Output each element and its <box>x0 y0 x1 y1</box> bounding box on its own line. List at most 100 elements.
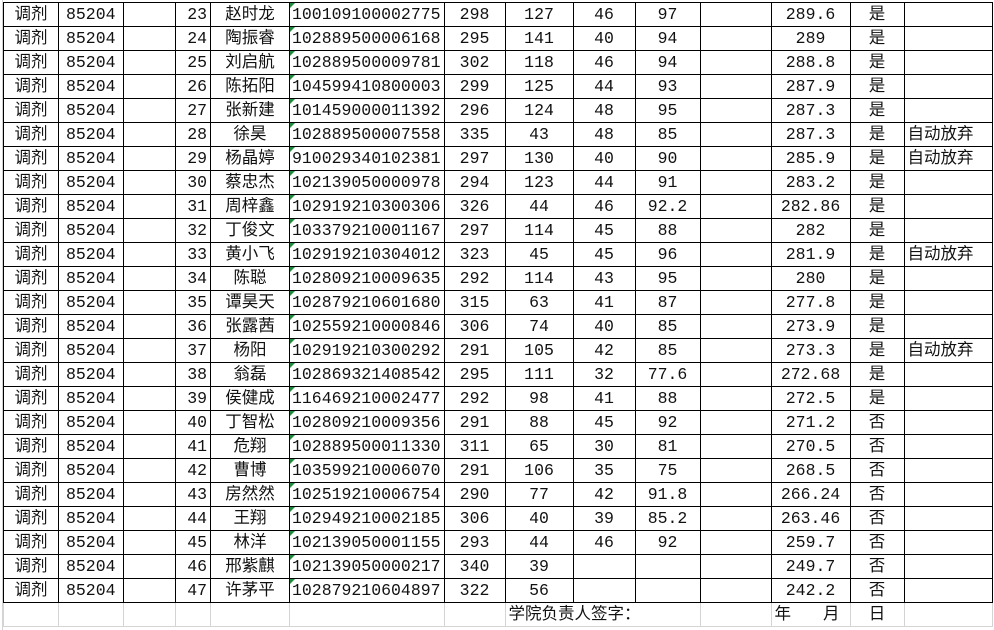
final-score-cell[interactable]: 273.9 <box>770 314 851 339</box>
subject-score-cell[interactable]: 91 <box>634 170 701 195</box>
subject-score-cell[interactable]: 42 <box>572 338 636 363</box>
total-score-cell[interactable]: 294 <box>443 170 506 195</box>
final-score-cell[interactable]: 288.8 <box>770 50 851 75</box>
seq-cell[interactable]: 24 <box>175 26 211 51</box>
subject-score-cell[interactable]: 43 <box>572 266 636 291</box>
final-score-cell[interactable]: 273.3 <box>770 338 851 363</box>
signature-label[interactable]: 学院负责人签字： <box>505 602 701 627</box>
year-label[interactable]: 年月 <box>770 602 851 627</box>
exam-id-cell[interactable]: 910029340102381 <box>289 146 445 171</box>
blank-cell[interactable] <box>699 434 772 459</box>
admitted-cell[interactable]: 是 <box>849 122 905 147</box>
final-score-cell[interactable]: 268.5 <box>770 458 851 483</box>
subject-score-cell[interactable]: 30 <box>572 434 636 459</box>
total-score-cell[interactable]: 335 <box>443 122 506 147</box>
blank-cell[interactable] <box>123 554 176 579</box>
exam-id-cell[interactable]: 104599410800003 <box>289 74 445 99</box>
final-score-cell[interactable]: 282 <box>770 218 851 243</box>
blank-cell[interactable] <box>699 50 772 75</box>
exam-id-cell[interactable]: 103379210001167 <box>289 218 445 243</box>
total-score-cell[interactable]: 292 <box>443 386 506 411</box>
final-score-cell[interactable]: 287.3 <box>770 122 851 147</box>
cell[interactable] <box>903 602 993 627</box>
final-score-cell[interactable]: 266.24 <box>770 482 851 507</box>
subject-score-cell[interactable]: 65 <box>504 434 574 459</box>
subject-score-cell[interactable] <box>634 578 701 603</box>
note-cell[interactable] <box>903 530 993 555</box>
seq-cell[interactable]: 26 <box>175 74 211 99</box>
total-score-cell[interactable]: 311 <box>443 434 506 459</box>
subject-score-cell[interactable]: 45 <box>504 242 574 267</box>
note-cell[interactable]: 自动放弃 <box>903 122 993 147</box>
blank-cell[interactable] <box>699 98 772 123</box>
blank-cell[interactable] <box>699 386 772 411</box>
blank-cell[interactable] <box>123 50 176 75</box>
final-score-cell[interactable]: 271.2 <box>770 410 851 435</box>
major-code-cell[interactable]: 85204 <box>58 410 124 435</box>
blank-cell[interactable] <box>699 218 772 243</box>
subject-score-cell[interactable]: 32 <box>572 362 636 387</box>
subject-score-cell[interactable]: 114 <box>504 218 574 243</box>
type-cell[interactable]: 调剂 <box>3 242 59 267</box>
type-cell[interactable]: 调剂 <box>3 290 59 315</box>
subject-score-cell[interactable]: 127 <box>504 2 574 27</box>
subject-score-cell[interactable]: 35 <box>572 458 636 483</box>
blank-cell[interactable] <box>699 122 772 147</box>
type-cell[interactable]: 调剂 <box>3 458 59 483</box>
final-score-cell[interactable]: 272.68 <box>770 362 851 387</box>
admitted-cell[interactable]: 是 <box>849 242 905 267</box>
total-score-cell[interactable]: 297 <box>443 218 506 243</box>
note-cell[interactable] <box>903 290 993 315</box>
subject-score-cell[interactable]: 130 <box>504 146 574 171</box>
blank-cell[interactable] <box>699 26 772 51</box>
blank-cell[interactable] <box>123 122 176 147</box>
exam-id-cell[interactable]: 102879210601680 <box>289 290 445 315</box>
name-cell[interactable]: 林洋 <box>210 530 290 555</box>
major-code-cell[interactable]: 85204 <box>58 434 124 459</box>
major-code-cell[interactable]: 85204 <box>58 290 124 315</box>
blank-cell[interactable] <box>699 458 772 483</box>
subject-score-cell[interactable]: 44 <box>504 530 574 555</box>
final-score-cell[interactable]: 277.8 <box>770 290 851 315</box>
name-cell[interactable]: 杨晶婷 <box>210 146 290 171</box>
name-cell[interactable]: 丁俊文 <box>210 218 290 243</box>
blank-cell[interactable] <box>123 338 176 363</box>
seq-cell[interactable]: 35 <box>175 290 211 315</box>
type-cell[interactable]: 调剂 <box>3 146 59 171</box>
exam-id-cell[interactable]: 100109100002775 <box>289 2 445 27</box>
subject-score-cell[interactable]: 46 <box>572 50 636 75</box>
subject-score-cell[interactable] <box>634 554 701 579</box>
note-cell[interactable] <box>903 362 993 387</box>
type-cell[interactable]: 调剂 <box>3 578 59 603</box>
note-cell[interactable] <box>903 98 993 123</box>
admitted-cell[interactable]: 否 <box>849 458 905 483</box>
major-code-cell[interactable]: 85204 <box>58 506 124 531</box>
total-score-cell[interactable]: 298 <box>443 2 506 27</box>
type-cell[interactable]: 调剂 <box>3 170 59 195</box>
exam-id-cell[interactable]: 102879210604897 <box>289 578 445 603</box>
subject-score-cell[interactable]: 63 <box>504 290 574 315</box>
exam-id-cell[interactable]: 102809210009356 <box>289 410 445 435</box>
admitted-cell[interactable]: 否 <box>849 434 905 459</box>
exam-id-cell[interactable]: 102889500006168 <box>289 26 445 51</box>
subject-score-cell[interactable]: 141 <box>504 26 574 51</box>
name-cell[interactable]: 曹博 <box>210 458 290 483</box>
blank-cell[interactable] <box>123 266 176 291</box>
blank-cell[interactable] <box>699 170 772 195</box>
type-cell[interactable]: 调剂 <box>3 506 59 531</box>
type-cell[interactable]: 调剂 <box>3 434 59 459</box>
seq-cell[interactable]: 40 <box>175 410 211 435</box>
type-cell[interactable]: 调剂 <box>3 266 59 291</box>
admitted-cell[interactable]: 否 <box>849 530 905 555</box>
subject-score-cell[interactable]: 74 <box>504 314 574 339</box>
note-cell[interactable] <box>903 266 993 291</box>
type-cell[interactable]: 调剂 <box>3 26 59 51</box>
subject-score-cell[interactable]: 125 <box>504 74 574 99</box>
exam-id-cell[interactable]: 102919210300306 <box>289 194 445 219</box>
subject-score-cell[interactable]: 77 <box>504 482 574 507</box>
name-cell[interactable]: 陈拓阳 <box>210 74 290 99</box>
major-code-cell[interactable]: 85204 <box>58 74 124 99</box>
exam-id-cell[interactable]: 103599210006070 <box>289 458 445 483</box>
exam-id-cell[interactable]: 102919210300292 <box>289 338 445 363</box>
final-score-cell[interactable]: 289.6 <box>770 2 851 27</box>
